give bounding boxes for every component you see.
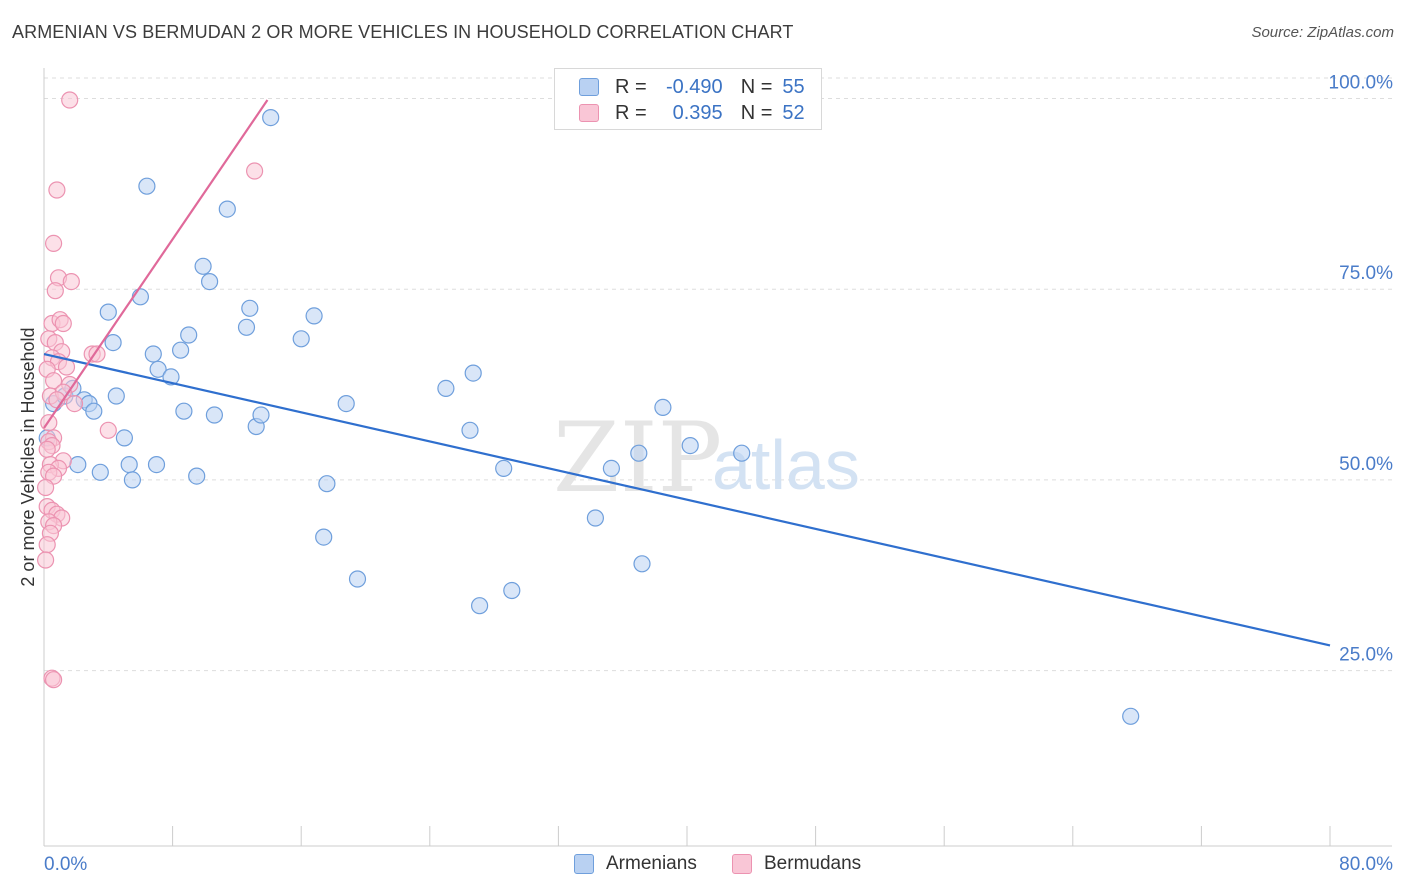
legend-row-armenians: R = -0.490 N = 55 xyxy=(579,75,805,99)
watermark-atlas: atlas xyxy=(712,426,860,504)
watermark: ZIP atlas xyxy=(553,402,860,514)
armenian-point xyxy=(464,364,482,382)
armenian-point xyxy=(348,570,367,588)
armenian-point xyxy=(602,459,621,477)
armenian-point xyxy=(630,444,648,462)
bermudan-point xyxy=(36,478,55,497)
armenian-point xyxy=(115,429,134,447)
bermudans-swatch xyxy=(579,104,599,122)
armenian-point xyxy=(437,379,455,397)
source-label: Source: ZipAtlas.com xyxy=(1251,24,1394,41)
points-layer xyxy=(36,91,1140,725)
armenian-point xyxy=(318,475,336,493)
bermudans-legend-swatch xyxy=(732,854,752,874)
armenian-point xyxy=(471,597,489,615)
bermudan-point xyxy=(44,671,63,689)
armenian-point xyxy=(292,330,310,348)
armenians-legend-swatch xyxy=(574,854,594,874)
bermudan-point xyxy=(62,273,80,291)
bermudan-point xyxy=(99,421,117,439)
armenian-point xyxy=(107,387,125,405)
armenian-point xyxy=(85,402,103,420)
bermudan-point xyxy=(38,536,56,554)
armenian-point xyxy=(149,360,167,378)
legend-r-value-bermudans: 0.395 xyxy=(672,101,723,124)
armenian-point xyxy=(91,463,109,481)
trend-layer xyxy=(43,99,1331,647)
legend-r-label: R = xyxy=(615,75,647,98)
armenian-point xyxy=(205,406,223,424)
armenian-point xyxy=(99,303,117,321)
legend-r-value-armenians: -0.490 xyxy=(665,75,723,98)
armenians-swatch xyxy=(579,78,599,96)
legend-n-label: N = xyxy=(740,75,773,98)
armenians-legend-label: Armenians xyxy=(606,853,697,874)
armenian-point xyxy=(120,456,138,474)
armenian-point xyxy=(337,395,355,413)
y-tick-label: 75.0% xyxy=(1339,263,1393,284)
bermudan-point xyxy=(38,440,56,458)
bermudan-point xyxy=(36,551,55,569)
armenian-point xyxy=(503,581,521,600)
armenian-point xyxy=(586,509,605,527)
bermudan-point xyxy=(44,234,63,252)
bermudans-trend-line xyxy=(43,99,269,429)
bermudans-legend-label: Bermudans xyxy=(764,853,862,874)
armenian-point xyxy=(180,326,198,344)
armenian-point xyxy=(131,288,149,306)
armenian-point xyxy=(123,471,141,489)
armenian-point xyxy=(262,108,280,127)
armenian-point xyxy=(654,398,672,416)
bermudan-point xyxy=(54,314,72,333)
bermudan-point xyxy=(65,395,84,413)
chart-title: ARMENIAN VS BERMUDAN 2 OR MORE VEHICLES … xyxy=(12,22,794,42)
armenian-point xyxy=(194,257,212,275)
armenian-point xyxy=(495,459,513,477)
label-layer: 25.0% 50.0% 75.0% 100.0% 0.0% 80.0% 2 or more … xyxy=(18,73,1393,875)
armenian-point xyxy=(147,456,166,474)
armenian-point xyxy=(252,406,270,424)
armenian-point xyxy=(172,341,190,359)
bermudan-point xyxy=(48,181,66,199)
armenian-point xyxy=(138,177,156,195)
bermudan-point xyxy=(61,91,79,109)
armenian-point xyxy=(315,528,333,546)
bermudan-point xyxy=(246,162,264,180)
grid-layer xyxy=(44,77,1392,672)
legend-r-label: R = xyxy=(615,101,647,124)
legend-n-label: N = xyxy=(740,101,773,124)
armenian-point xyxy=(144,345,162,363)
armenian-point xyxy=(461,421,479,439)
armenian-point xyxy=(104,334,122,352)
armenian-point xyxy=(69,456,87,474)
armenian-point xyxy=(681,437,699,455)
bottom-legend-bermudans[interactable]: Bermudans xyxy=(732,851,861,877)
armenian-point xyxy=(1122,707,1140,725)
x-tick-label-max: 80.0% xyxy=(1339,854,1393,875)
x-tick-label-min: 0.0% xyxy=(44,854,87,875)
armenian-point xyxy=(733,444,751,462)
stats-legend: R = -0.490 N = 55 R = 0.395 N = 52 xyxy=(554,68,822,130)
bermudan-point xyxy=(46,282,64,300)
y-tick-label: 100.0% xyxy=(1329,73,1394,94)
legend-n-value-armenians: 55 xyxy=(782,75,805,98)
armenian-point xyxy=(218,200,236,218)
y-axis-label: 2 or more Vehicles in Household xyxy=(18,327,38,586)
armenian-point xyxy=(633,555,651,573)
armenian-point xyxy=(201,273,219,291)
legend-n-value-bermudans: 52 xyxy=(782,101,805,124)
armenians-trend-line xyxy=(43,352,1331,647)
legend-row-bermudans: R = 0.395 N = 52 xyxy=(579,101,805,125)
armenian-point xyxy=(175,402,193,420)
y-tick-label: 50.0% xyxy=(1339,454,1393,475)
bottom-legend-armenians[interactable]: Armenians xyxy=(574,851,697,877)
armenian-point xyxy=(188,467,206,485)
armenian-point xyxy=(305,307,323,325)
y-tick-label: 25.0% xyxy=(1339,645,1393,666)
armenian-point xyxy=(237,318,256,336)
armenian-point xyxy=(241,299,259,317)
